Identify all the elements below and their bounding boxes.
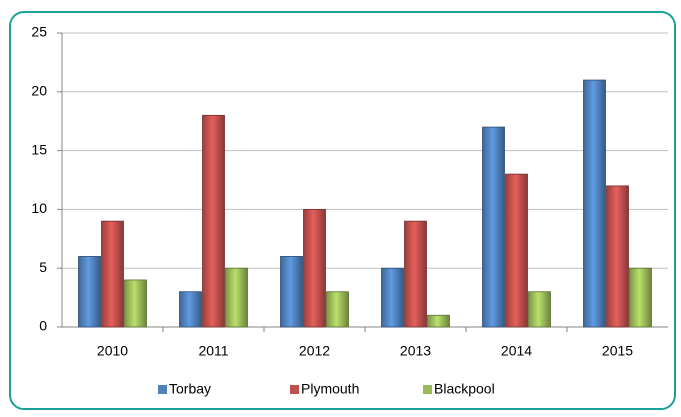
bar bbox=[303, 208, 326, 328]
legend-swatch bbox=[423, 385, 432, 394]
bar bbox=[202, 114, 225, 328]
bar bbox=[78, 256, 101, 328]
x-tick-label: 2012 bbox=[299, 343, 330, 359]
bar bbox=[505, 173, 528, 328]
bar bbox=[583, 79, 606, 328]
legend-label: Torbay bbox=[169, 381, 211, 397]
legend-label: Plymouth bbox=[301, 381, 359, 397]
x-tick-label: 2015 bbox=[602, 343, 633, 359]
y-tick-label: 0 bbox=[39, 318, 47, 334]
bar bbox=[124, 279, 147, 328]
x-tick-label: 2014 bbox=[501, 343, 532, 359]
legend-swatch bbox=[158, 385, 167, 394]
y-tick-label: 5 bbox=[39, 259, 47, 275]
bar bbox=[179, 291, 202, 328]
bar bbox=[404, 220, 427, 328]
x-tick-label: 2011 bbox=[198, 343, 228, 359]
y-tick-label: 20 bbox=[31, 83, 47, 99]
legend-label: Blackpool bbox=[434, 381, 495, 397]
bar bbox=[606, 185, 629, 328]
bar bbox=[629, 267, 652, 328]
bar bbox=[482, 126, 505, 328]
bar bbox=[326, 291, 349, 328]
bar bbox=[280, 256, 303, 328]
bar bbox=[225, 267, 248, 328]
bar bbox=[427, 314, 450, 328]
x-tick-label: 2013 bbox=[400, 343, 431, 359]
legend-swatch bbox=[290, 385, 299, 394]
bar bbox=[528, 291, 551, 328]
y-tick-label: 10 bbox=[31, 200, 47, 216]
y-tick-label: 25 bbox=[31, 24, 47, 40]
y-tick-label: 15 bbox=[31, 141, 47, 157]
x-tick-label: 2010 bbox=[97, 343, 128, 359]
bar bbox=[101, 220, 124, 328]
bar bbox=[381, 267, 404, 328]
